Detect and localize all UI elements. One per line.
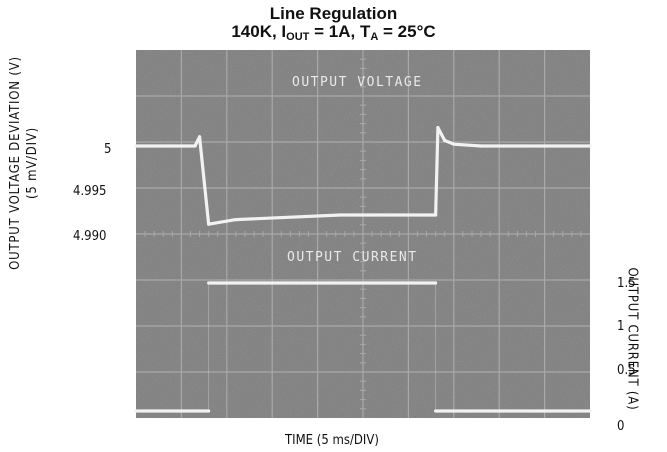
x-axis-label: TIME (5 ms/DIV) xyxy=(285,433,379,448)
chart-subtitle: 140K, IOUT = 1A, TA = 25°C xyxy=(231,22,436,44)
y-axis-label-left-line1: OUTPUT VOLTAGE DEVIATION (V) xyxy=(8,56,23,270)
right-tick-label: 0.5 xyxy=(617,363,636,378)
left-tick-label: 4.995 xyxy=(73,184,107,199)
right-tick-label: 1 xyxy=(617,319,625,334)
voltage-trace-segment xyxy=(452,142,483,148)
voltage-trace-segment xyxy=(443,138,456,146)
chart-title: Line Regulation xyxy=(269,4,398,23)
left-tick-label: 5 xyxy=(104,142,112,157)
trace-label-output-current: OUTPUT CURRENT xyxy=(287,250,418,265)
voltage-trace-segment xyxy=(434,125,440,217)
voltage-trace-segment xyxy=(234,213,342,222)
trace-output-current xyxy=(134,281,592,413)
voltage-trace-segment xyxy=(436,125,447,143)
right-tick-label: 0 xyxy=(617,419,625,434)
y-axis-label-left-line2: (5 mV/DIV) xyxy=(25,126,40,200)
voltage-trace-segment xyxy=(197,135,211,226)
scope-traces xyxy=(134,125,592,413)
trace-output-voltage xyxy=(134,125,592,226)
scope-grid xyxy=(136,50,590,418)
right-tick-label: 1.5 xyxy=(617,276,636,291)
voltage-trace-segment xyxy=(207,218,238,226)
trace-label-output-voltage: OUTPUT VOLTAGE xyxy=(292,75,423,90)
left-tick-label: 4.990 xyxy=(73,229,107,244)
